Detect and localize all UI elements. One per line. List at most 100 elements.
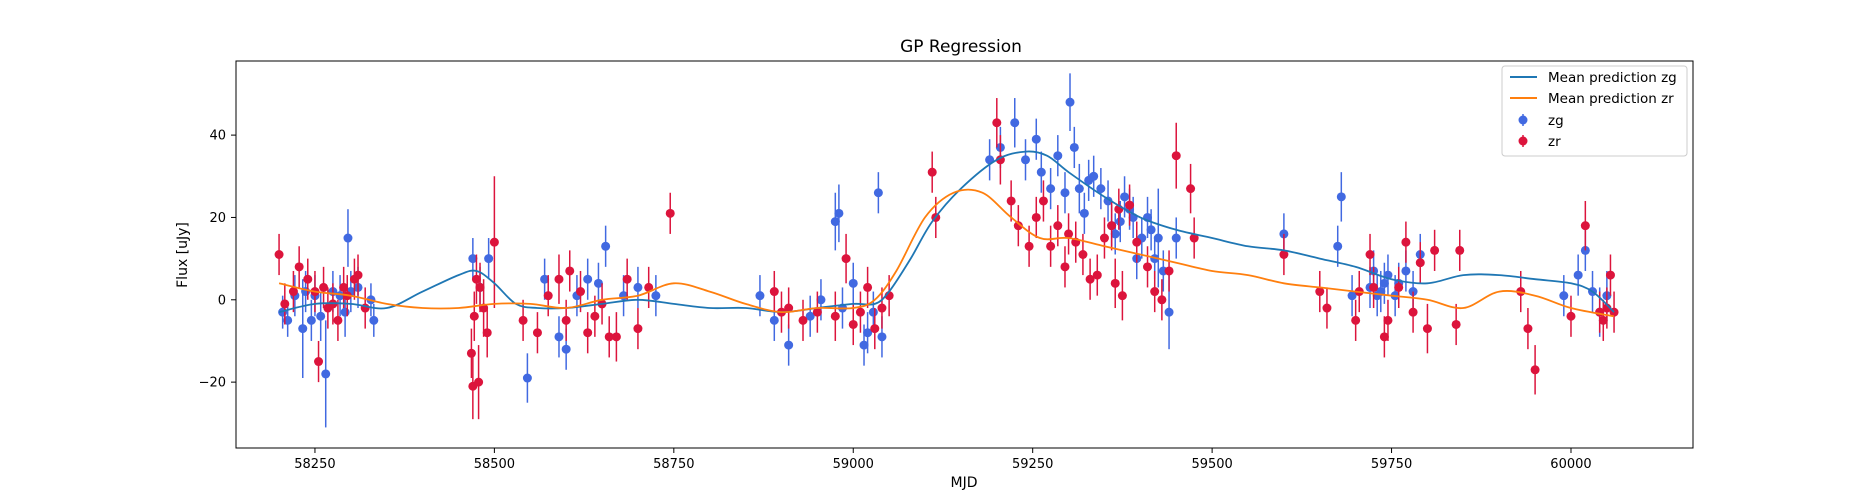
point-zg: [1089, 171, 1099, 181]
point-zg: [1036, 167, 1046, 177]
point-zr: [1365, 250, 1375, 259]
point-zr: [1053, 221, 1063, 231]
point-zg: [1333, 241, 1343, 251]
point-zr: [1006, 196, 1016, 206]
point-zr: [469, 311, 479, 321]
point-zr: [1430, 245, 1440, 255]
point-zg: [316, 311, 326, 321]
point-zr: [1038, 196, 1048, 206]
point-zg: [321, 369, 331, 379]
x-tick-label: 59750: [1371, 457, 1412, 472]
point-zr: [665, 208, 675, 218]
point-zr: [1013, 221, 1023, 231]
point-zg: [554, 332, 564, 342]
point-zr: [1315, 287, 1325, 297]
point-zr: [1099, 233, 1109, 243]
point-zr: [1455, 245, 1465, 255]
y-tick-label: 20: [209, 211, 226, 226]
y-tick-label: 40: [209, 129, 226, 144]
point-zg: [540, 274, 550, 284]
point-zg: [1401, 266, 1411, 276]
legend-label-zg-line: Mean prediction zg: [1548, 70, 1677, 86]
point-zg: [1074, 184, 1084, 194]
point-zr: [784, 303, 794, 313]
point-zr: [812, 307, 822, 317]
point-zr: [1580, 221, 1590, 231]
point-zg: [633, 282, 643, 292]
point-zr: [1107, 221, 1117, 231]
point-zg: [1115, 217, 1125, 227]
point-zg: [651, 291, 661, 301]
point-zr: [590, 311, 600, 321]
legend-marker-zr: [1518, 136, 1528, 146]
point-zg: [468, 254, 478, 264]
point-zr: [855, 307, 865, 317]
point-zr: [583, 328, 593, 338]
point-zr: [1060, 262, 1070, 272]
point-zr: [1451, 319, 1461, 329]
point-zr: [870, 324, 880, 334]
point-zr: [314, 357, 324, 367]
point-zr: [927, 167, 937, 177]
point-zg: [1120, 192, 1130, 202]
point-zr: [1189, 233, 1199, 243]
point-zr: [489, 237, 499, 247]
point-zr: [1078, 250, 1088, 259]
point-zr: [1110, 278, 1120, 288]
point-zg: [561, 344, 571, 354]
x-tick-label: 60000: [1550, 457, 1591, 472]
plot-frame: [235, 60, 1694, 449]
point-zr: [769, 287, 779, 297]
point-zr: [841, 254, 851, 264]
point-zr: [1031, 212, 1041, 222]
point-zr: [1143, 262, 1153, 272]
point-zr: [1322, 303, 1332, 313]
point-zr: [565, 266, 575, 276]
point-zg: [340, 307, 350, 317]
legend-label-zr-line: Mean prediction zr: [1548, 91, 1674, 107]
point-zr: [1408, 307, 1418, 317]
point-zr: [1279, 250, 1289, 259]
y-axis-ticks: −20 0 20 40: [199, 129, 236, 391]
point-zr: [471, 274, 481, 284]
x-tick-label: 59000: [833, 457, 874, 472]
point-zr: [1186, 184, 1196, 194]
point-zr: [554, 274, 564, 284]
point-zg: [805, 311, 815, 321]
point-zg: [859, 340, 869, 350]
point-zg: [877, 332, 887, 342]
point-zr: [611, 332, 621, 342]
x-axis-ticks: 58250 58500 58750 59000 59250 59500 59750 60000: [294, 448, 1592, 472]
point-zg: [755, 291, 765, 301]
point-zg: [1110, 229, 1120, 239]
point-zg: [1379, 278, 1389, 288]
point-zg: [1031, 134, 1041, 144]
x-tick-label: 59250: [1012, 457, 1053, 472]
x-axis-label: MJD: [951, 475, 978, 491]
x-tick-label: 58250: [294, 457, 335, 472]
point-zr: [532, 328, 542, 338]
point-zr: [1085, 274, 1095, 284]
point-zg: [601, 241, 611, 251]
x-tick-label: 58500: [474, 457, 515, 472]
point-zr: [294, 262, 304, 272]
point-zr: [518, 315, 528, 325]
point-zg: [830, 217, 840, 227]
point-zr: [863, 282, 873, 292]
point-zg: [522, 373, 532, 383]
point-zg: [1053, 151, 1063, 161]
point-zr: [1383, 315, 1393, 325]
point-zr: [339, 282, 349, 292]
point-zr: [877, 303, 887, 313]
point-zr: [1598, 315, 1608, 325]
point-zg: [306, 315, 316, 325]
point-zr: [1064, 229, 1074, 239]
point-zg: [863, 328, 873, 338]
legend-label-zg: zg: [1548, 113, 1564, 129]
chart-title: GP Regression: [900, 37, 1022, 57]
point-zg: [1336, 192, 1346, 202]
mean-line-zg: [278, 150, 1615, 314]
point-zg: [1146, 225, 1156, 235]
point-zg: [834, 208, 844, 218]
